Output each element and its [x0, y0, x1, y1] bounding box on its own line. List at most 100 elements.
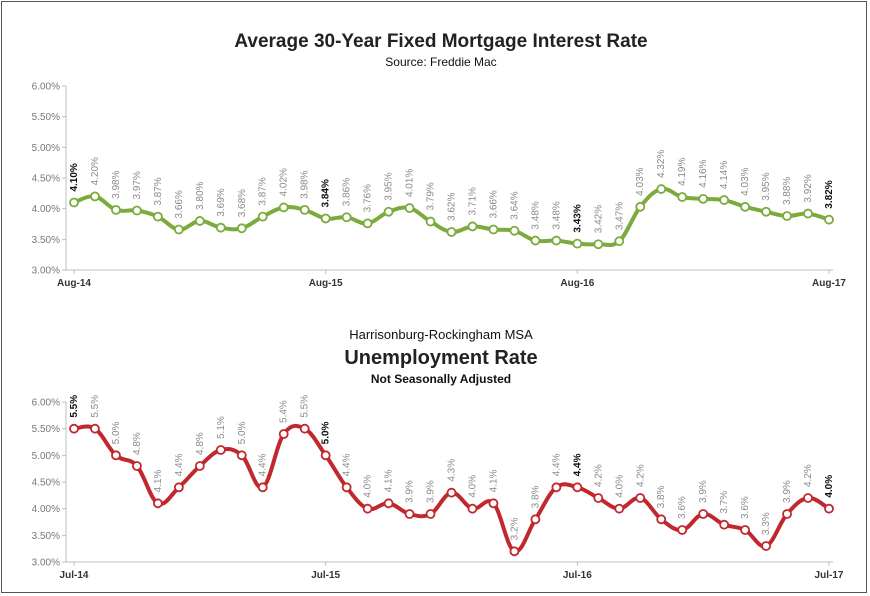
data-point: [677, 525, 688, 535]
x-tick-label: Aug-14: [57, 278, 91, 289]
data-point: [215, 222, 226, 233]
data-label: 3.9%: [405, 480, 416, 503]
x-tick-label: Aug-16: [560, 278, 594, 289]
data-point: [404, 509, 415, 519]
x-tick-label: Jul-15: [311, 570, 340, 581]
data-point: [740, 525, 751, 535]
data-label: 4.1%: [153, 469, 164, 492]
data-label: 4.8%: [132, 432, 143, 455]
data-point: [572, 482, 583, 493]
data-label: 3.84%: [321, 179, 332, 207]
data-label: 4.4%: [174, 453, 185, 476]
data-label: 3.48%: [551, 201, 562, 229]
y-tick-label: 3.50%: [32, 235, 60, 246]
y-tick-label: 5.00%: [32, 451, 60, 462]
data-point: [635, 493, 646, 503]
data-label: 3.6%: [677, 496, 688, 519]
data-point: [530, 235, 541, 246]
data-point: [593, 493, 604, 503]
data-point: [404, 203, 415, 213]
data-point: [572, 238, 583, 249]
data-label: 3.43%: [572, 204, 583, 232]
data-label: 4.8%: [195, 432, 206, 455]
data-label: 3.98%: [111, 170, 122, 198]
data-point: [698, 509, 709, 519]
data-label: 3.68%: [237, 189, 248, 217]
data-label: 4.1%: [488, 469, 499, 492]
data-point: [152, 211, 163, 222]
data-label: 3.64%: [509, 191, 520, 219]
data-point: [824, 503, 834, 514]
data-point: [69, 423, 79, 434]
data-point: [278, 429, 289, 439]
data-label: 3.82%: [824, 180, 835, 208]
data-label: 5.5%: [69, 395, 80, 418]
data-label: 3.80%: [195, 181, 206, 209]
data-label: 4.1%: [384, 469, 395, 492]
data-label: 5.5%: [300, 395, 311, 418]
data-label: 4.0%: [824, 475, 835, 498]
data-point: [425, 216, 436, 227]
data-point: [677, 192, 688, 202]
data-point: [173, 224, 184, 235]
data-point: [551, 235, 562, 246]
data-label: 3.76%: [363, 184, 374, 212]
x-tick-label: Jul-16: [563, 570, 592, 581]
data-label: 3.8%: [656, 485, 667, 508]
data-point: [488, 224, 499, 235]
data-label: 4.0%: [467, 475, 478, 498]
data-point: [467, 221, 478, 232]
mortgage-rate-plot: 3.00% 3.50% 4.00% 4.50% 5.00% 5.50% 6.00% Aug-1…: [32, 82, 847, 290]
data-label: 3.3%: [761, 512, 772, 535]
data-point: [194, 461, 205, 471]
data-label: 5.0%: [237, 421, 248, 444]
data-point: [824, 214, 834, 225]
data-label: 3.9%: [698, 480, 709, 503]
data-label: 4.4%: [258, 453, 269, 476]
data-point: [614, 503, 625, 514]
data-label: 3.66%: [174, 190, 185, 218]
data-point: [509, 225, 520, 236]
data-label: 3.87%: [153, 177, 164, 205]
y-tick-label: 4.00%: [32, 504, 60, 515]
data-point: [698, 193, 709, 204]
y-tick-label: 4.50%: [32, 174, 60, 185]
data-point: [614, 236, 625, 247]
data-point: [761, 206, 771, 217]
y-tick-label: 4.50%: [32, 478, 60, 489]
data-point: [719, 519, 730, 530]
data-point: [341, 212, 352, 223]
data-label: 3.71%: [467, 187, 478, 215]
data-point: [132, 205, 142, 216]
data-label: 4.2%: [635, 464, 646, 487]
data-label: 4.16%: [698, 159, 709, 187]
data-label: 4.01%: [405, 169, 416, 197]
data-point: [530, 514, 541, 525]
data-label: 3.62%: [447, 193, 458, 221]
data-label: 4.0%: [363, 475, 374, 498]
data-point: [215, 445, 226, 455]
x-tick-label: Jul-14: [60, 570, 89, 581]
data-point: [111, 450, 121, 461]
y-tick-label: 3.00%: [32, 266, 60, 277]
y-tick-label: 5.00%: [32, 143, 60, 154]
data-point: [446, 227, 457, 237]
data-label: 3.69%: [216, 188, 227, 216]
data-point: [90, 423, 100, 434]
data-label: 4.02%: [279, 168, 290, 196]
data-point: [90, 191, 100, 202]
data-label: 4.2%: [593, 464, 604, 487]
data-label: 3.9%: [426, 480, 437, 503]
data-label: 3.6%: [740, 496, 751, 519]
data-label: 4.4%: [572, 453, 583, 476]
data-point: [299, 423, 310, 434]
data-label: 4.20%: [90, 157, 101, 185]
data-point: [69, 197, 79, 208]
data-point: [719, 195, 730, 205]
unemployment-chart-title: Unemployment Rate: [344, 347, 537, 369]
data-label: 3.42%: [593, 205, 604, 233]
mortgage-chart-title: Average 30-Year Fixed Mortgage Interest …: [234, 31, 647, 52]
data-label: 4.4%: [551, 453, 562, 476]
data-point: [236, 450, 247, 461]
